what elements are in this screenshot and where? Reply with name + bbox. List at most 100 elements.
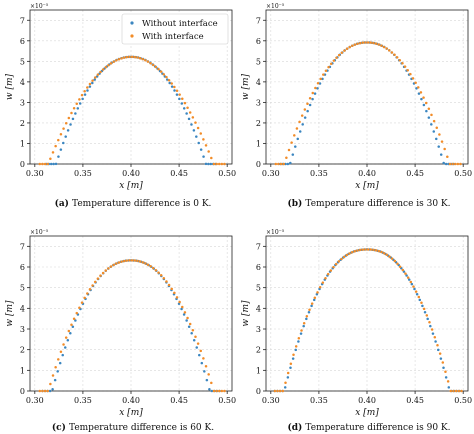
data-point: [289, 362, 293, 365]
data-point: [57, 155, 60, 158]
panel-d: 0.30 0.35 0.40 0.45 0.50 0 1 2 3 4 5 6 7 ×10⁻⁵ x [m] w …: [241, 229, 472, 433]
data-point: [444, 370, 447, 373]
data-point: [72, 317, 76, 320]
data-point: [303, 108, 307, 111]
data-point: [157, 67, 160, 71]
data-point: [86, 86, 89, 89]
data-point: [296, 137, 299, 141]
data-point: [70, 323, 73, 326]
caption-label: (a): [55, 198, 72, 209]
data-point: [443, 147, 446, 151]
x-axis-label: x [m]: [355, 408, 379, 418]
data-point: [369, 248, 373, 251]
x-tick-label: 0.45: [170, 169, 188, 178]
data-point: [165, 280, 168, 283]
x-tick-label: 0.40: [122, 169, 140, 178]
data-point: [215, 389, 218, 393]
x-tick-label: 0.30: [26, 169, 44, 178]
data-point: [136, 56, 139, 59]
data-point: [380, 44, 383, 47]
y-tick-label: 6: [20, 37, 25, 46]
data-point: [292, 353, 295, 357]
y-tick-label: 5: [256, 57, 261, 66]
y-exponent-label: ×10⁻⁵: [30, 3, 49, 10]
data-point: [38, 162, 42, 166]
data-point: [319, 77, 322, 81]
data-point: [286, 371, 290, 375]
data-point: [283, 386, 287, 389]
x-tick-label: 0.50: [218, 396, 236, 405]
data-point: [286, 162, 290, 166]
data-point: [316, 291, 319, 294]
data-point: [415, 293, 419, 296]
data-point: [191, 328, 195, 332]
y-tick-label: 7: [20, 16, 25, 25]
data-point: [180, 307, 183, 311]
data-point: [422, 103, 426, 107]
data-point: [335, 56, 338, 59]
data-point: [300, 329, 303, 332]
data-point: [295, 127, 299, 130]
data-point: [64, 135, 67, 138]
data-point: [120, 260, 123, 263]
data-point: [446, 155, 449, 158]
data-point: [303, 116, 307, 119]
data-point: [66, 129, 70, 132]
data-point: [41, 389, 44, 393]
y-tick-label: 4: [20, 304, 25, 313]
caption-text: Temperature difference is 90 K.: [305, 423, 450, 433]
data-point: [93, 78, 96, 81]
data-point: [457, 389, 461, 393]
data-point: [43, 162, 47, 166]
data-point: [66, 338, 70, 342]
y-axis-label: w [m]: [5, 300, 15, 327]
data-point: [59, 148, 63, 151]
data-point: [432, 130, 436, 133]
data-point: [146, 60, 150, 63]
x-tick-label: 0.35: [74, 396, 92, 405]
data-point: [185, 319, 188, 322]
data-point: [57, 138, 60, 142]
data-point: [70, 111, 73, 115]
data-point: [345, 47, 349, 50]
panel-caption: (b) Temperature difference is 30 K.: [287, 198, 450, 209]
data-point: [327, 65, 330, 69]
y-tick-label: 7: [256, 16, 261, 25]
x-tick-label: 0.30: [262, 396, 280, 405]
data-point: [297, 336, 301, 340]
data-point: [61, 353, 64, 357]
data-point: [212, 162, 216, 166]
data-point: [204, 162, 208, 166]
y-tick-label: 7: [20, 242, 25, 251]
data-point: [321, 77, 324, 81]
data-point: [385, 253, 389, 257]
data-point: [91, 81, 94, 85]
data-point: [183, 311, 187, 314]
data-point: [337, 260, 341, 263]
data-point: [178, 300, 181, 304]
data-point: [203, 370, 206, 373]
data-point: [67, 116, 71, 120]
data-point: [311, 91, 314, 95]
y-exponent-label: ×10⁻⁵: [266, 229, 285, 236]
data-point: [289, 161, 292, 165]
y-tick-label: 0: [20, 387, 25, 396]
data-point: [75, 102, 78, 105]
data-point: [390, 51, 394, 54]
data-point: [217, 389, 221, 393]
data-point: [199, 148, 203, 151]
y-exponent-label: ×10⁻⁵: [30, 229, 49, 236]
data-point: [342, 255, 346, 259]
data-point: [120, 57, 123, 60]
data-point: [277, 162, 280, 166]
data-point: [208, 387, 211, 391]
data-point: [64, 346, 67, 349]
data-point: [430, 113, 433, 117]
data-point: [181, 305, 184, 309]
data-point: [284, 381, 287, 384]
data-point: [401, 268, 405, 272]
data-point: [185, 112, 188, 115]
x-tick-label: 0.50: [454, 396, 472, 405]
y-tick-label: 1: [256, 139, 261, 148]
data-point: [318, 82, 322, 85]
